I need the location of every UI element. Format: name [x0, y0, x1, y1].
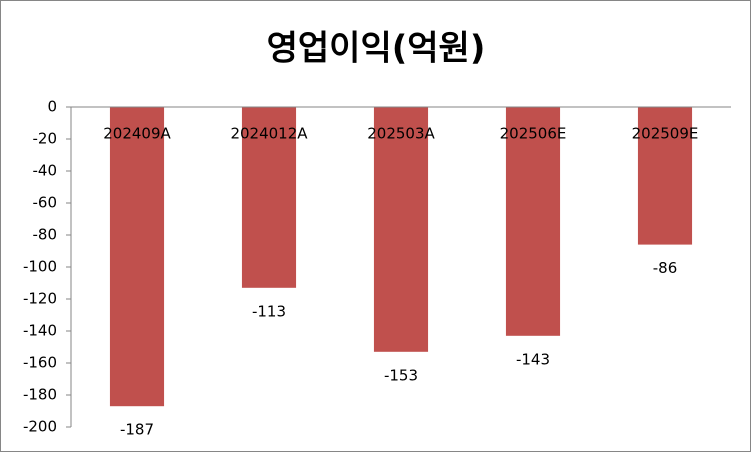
bar	[373, 107, 429, 352]
x-tick-label: 202509E	[632, 125, 699, 143]
x-tick-label: 202503A	[367, 125, 435, 143]
bar	[637, 107, 693, 245]
y-tick-label: -100	[23, 258, 57, 276]
y-tick-label: -60	[33, 194, 58, 212]
bar	[241, 107, 297, 288]
x-tick-label: 2024012A	[230, 125, 308, 143]
y-tick-label: -120	[23, 290, 57, 308]
y-tick-label: -20	[33, 130, 58, 148]
y-tick-label: -180	[23, 386, 57, 404]
y-tick-label: -200	[23, 418, 57, 436]
y-tick-label: -80	[33, 226, 58, 244]
data-label: -86	[653, 259, 678, 277]
chart-title: 영업이익(억원)	[267, 29, 486, 69]
data-label: -153	[384, 366, 418, 384]
x-tick-label: 202506E	[500, 125, 567, 143]
bar	[109, 107, 165, 407]
y-tick-label: -140	[23, 322, 57, 340]
y-tick-label: -40	[33, 162, 58, 180]
data-label: -143	[516, 350, 550, 368]
y-tick-label: 0	[47, 98, 57, 116]
data-label: -187	[120, 421, 154, 439]
y-tick-label: -160	[23, 354, 57, 372]
x-tick-label: 202409A	[103, 125, 171, 143]
data-label: -113	[252, 302, 286, 320]
bar	[505, 107, 561, 336]
